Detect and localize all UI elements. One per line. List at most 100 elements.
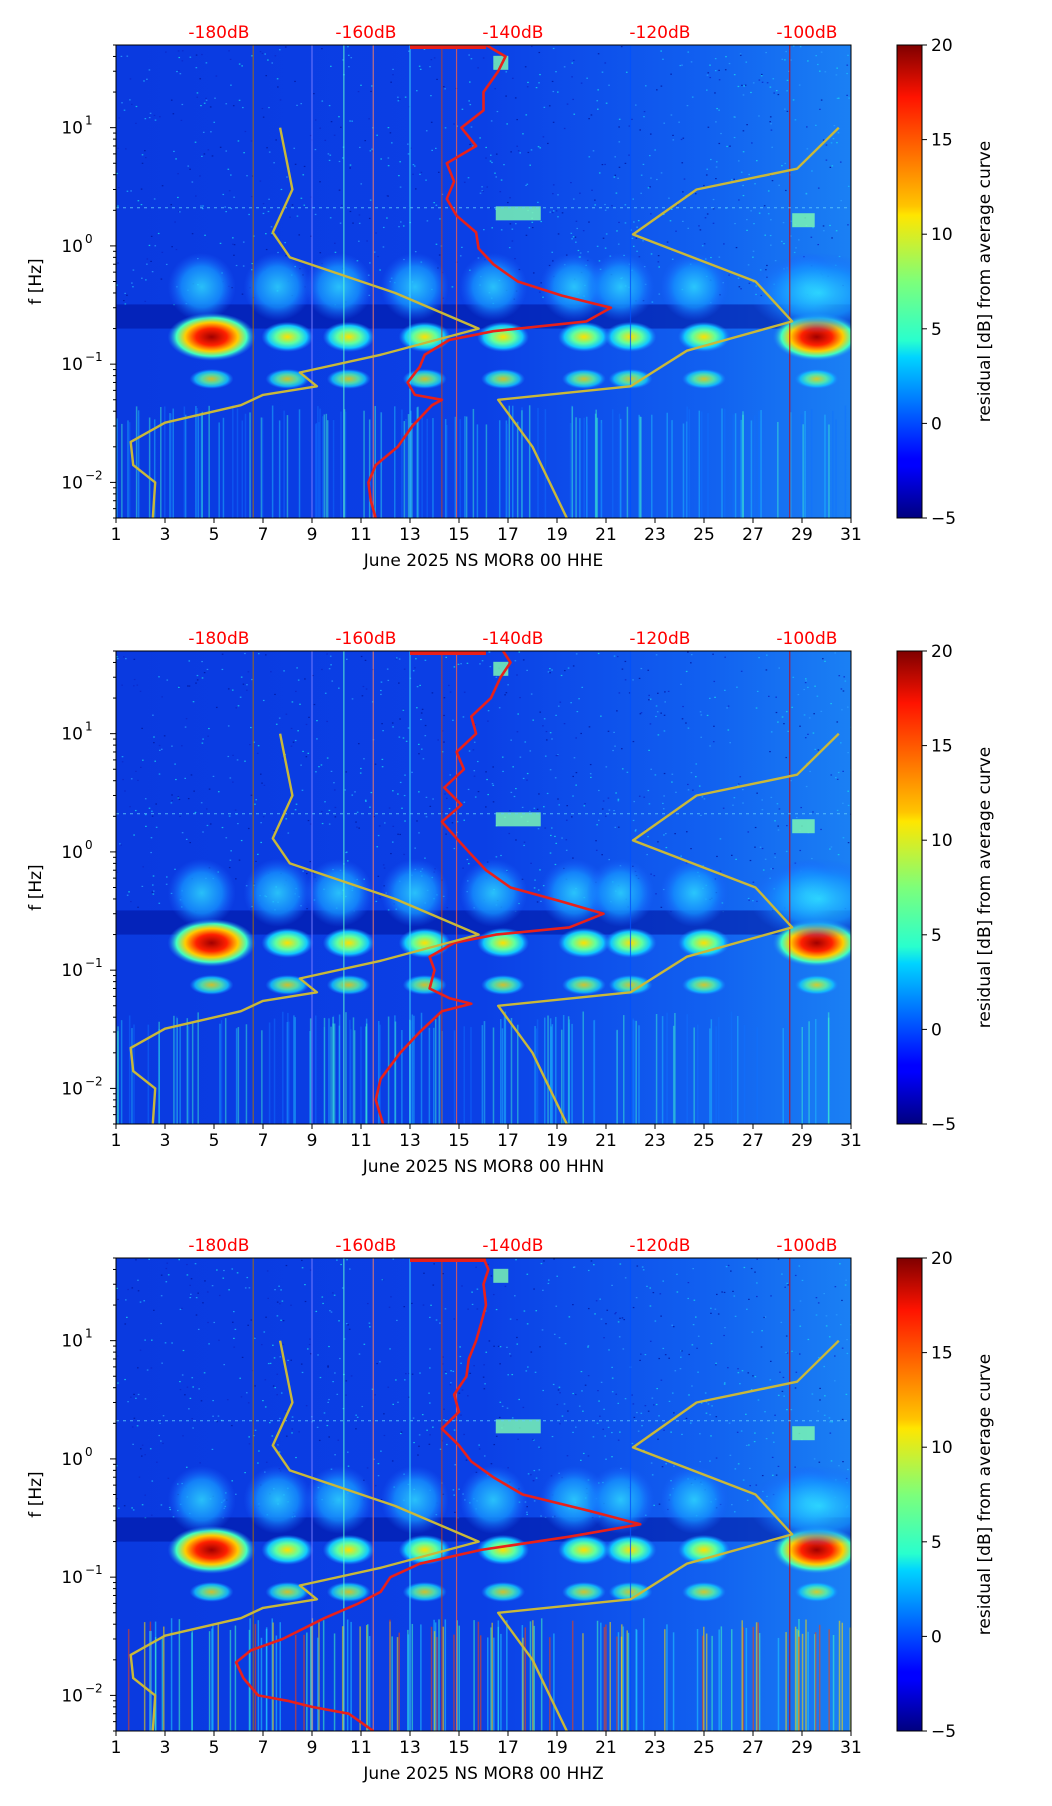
noise-cloud <box>586 858 655 927</box>
microseism-blob <box>477 1534 530 1565</box>
noise-cloud <box>167 858 236 927</box>
x-axis-label: June 2025 NS MOR8 00 HHN <box>362 1157 604 1177</box>
x-axis-label: June 2025 NS MOR8 00 HHE <box>363 551 603 571</box>
x-tick-label: 15 <box>448 525 470 545</box>
yellow-curve <box>129 1340 480 1731</box>
microseism-blob <box>265 368 310 389</box>
noise-cloud <box>660 1465 729 1534</box>
top-db-label: -100dB <box>776 23 837 43</box>
x-tick-label: 3 <box>160 1738 171 1758</box>
noise-cloud <box>304 252 373 321</box>
noise-cloud <box>459 1465 528 1534</box>
microseism-blob <box>261 1534 314 1565</box>
x-tick-label: 3 <box>160 1131 171 1151</box>
y-tick-exponent: −2 <box>85 1681 103 1695</box>
colorbar-tick-label: 0 <box>931 1020 942 1040</box>
microseism-blob <box>794 974 839 995</box>
y-tick-label: 10 <box>61 355 83 375</box>
spectrogram-area <box>116 651 851 1124</box>
x-tick-label: 7 <box>258 1131 269 1151</box>
x-tick-label: 29 <box>791 1738 813 1758</box>
noise-cloud <box>304 858 373 927</box>
top-db-label: -100dB <box>776 1236 837 1256</box>
y-tick-exponent: 1 <box>85 1327 93 1341</box>
top-db-label: -100dB <box>776 629 837 649</box>
colorbar-tick-label: 20 <box>931 642 953 662</box>
y-tick-exponent: 1 <box>85 720 93 734</box>
x-axis-label: June 2025 NS MOR8 00 HHZ <box>362 1764 603 1784</box>
bright-patch <box>493 1268 509 1283</box>
y-tick-exponent: −2 <box>85 1074 103 1088</box>
microseism-blob <box>326 368 371 389</box>
x-tick-label: 23 <box>644 525 666 545</box>
x-tick-label: 19 <box>546 525 568 545</box>
noise-cloud <box>304 1465 373 1534</box>
y-tick-label: 10 <box>61 725 83 745</box>
top-db-label: -180dB <box>188 1236 249 1256</box>
y-tick-label: 10 <box>61 961 83 981</box>
top-db-label: -120dB <box>629 629 690 649</box>
noise-cloud <box>540 1465 609 1534</box>
bright-patch <box>495 812 541 827</box>
x-tick-label: 13 <box>399 525 421 545</box>
x-tick-label: 5 <box>209 525 220 545</box>
x-tick-label: 7 <box>258 525 269 545</box>
x-tick-label: 5 <box>209 1131 220 1151</box>
top-db-label: -120dB <box>629 1236 690 1256</box>
bright-patch <box>792 213 815 228</box>
noise-cloud <box>380 1465 449 1534</box>
colorbar-tick-label: 15 <box>931 737 953 757</box>
x-tick-label: 15 <box>448 1738 470 1758</box>
y-tick-label: 10 <box>61 1079 83 1099</box>
y-tick-label: 10 <box>61 1450 83 1470</box>
x-tick-label: 21 <box>595 525 617 545</box>
microseism-blob <box>557 927 610 958</box>
x-tick-label: 17 <box>497 1738 519 1758</box>
colorbar-tick-label: −5 <box>931 1115 956 1135</box>
microseism-blob <box>481 1581 526 1602</box>
x-tick-label: 1 <box>111 1738 122 1758</box>
x-tick-label: 3 <box>160 525 171 545</box>
noise-cloud <box>243 1465 312 1534</box>
spectrogram-area <box>116 1258 851 1731</box>
x-tick-label: 15 <box>448 1131 470 1151</box>
y-tick-label: 10 <box>61 1332 83 1352</box>
x-tick-label: 25 <box>693 525 715 545</box>
microseism-blob <box>794 368 839 389</box>
noise-cloud <box>167 1465 236 1534</box>
y-axis-label: f [Hz] <box>26 864 46 910</box>
y-tick-label: 10 <box>61 237 83 257</box>
red-curve <box>367 45 613 518</box>
colorbar <box>896 44 923 519</box>
x-tick-label: 25 <box>693 1738 715 1758</box>
x-tick-label: 27 <box>742 1738 764 1758</box>
x-tick-label: 29 <box>791 525 813 545</box>
microseism-blob <box>167 1525 256 1574</box>
microseism-blob <box>561 368 606 389</box>
x-tick-label: 13 <box>399 1131 421 1151</box>
microseism-blob <box>561 1581 606 1602</box>
colorbar-tick-label: 10 <box>931 831 953 851</box>
microseism-blob <box>682 368 726 389</box>
microseism-blob <box>678 927 730 958</box>
x-tick-label: 27 <box>742 525 764 545</box>
microseism-blob <box>481 974 526 995</box>
x-tick-label: 23 <box>644 1738 666 1758</box>
x-tick-label: 5 <box>209 1738 220 1758</box>
colorbar-tick-label: 10 <box>931 1438 953 1458</box>
microseism-blob <box>402 974 447 995</box>
x-tick-label: 11 <box>350 1738 372 1758</box>
noise-cloud <box>167 252 236 321</box>
y-axis-label: f [Hz] <box>26 258 46 304</box>
noise-cloud <box>586 252 655 321</box>
microseism-blob <box>167 918 256 967</box>
microseism-blob <box>265 974 310 995</box>
x-tick-label: 21 <box>595 1131 617 1151</box>
microseism-blob <box>322 321 375 352</box>
microseism-blob <box>398 321 451 352</box>
x-tick-label: 9 <box>307 525 318 545</box>
top-db-label: -180dB <box>188 629 249 649</box>
top-db-label: -140dB <box>482 629 543 649</box>
